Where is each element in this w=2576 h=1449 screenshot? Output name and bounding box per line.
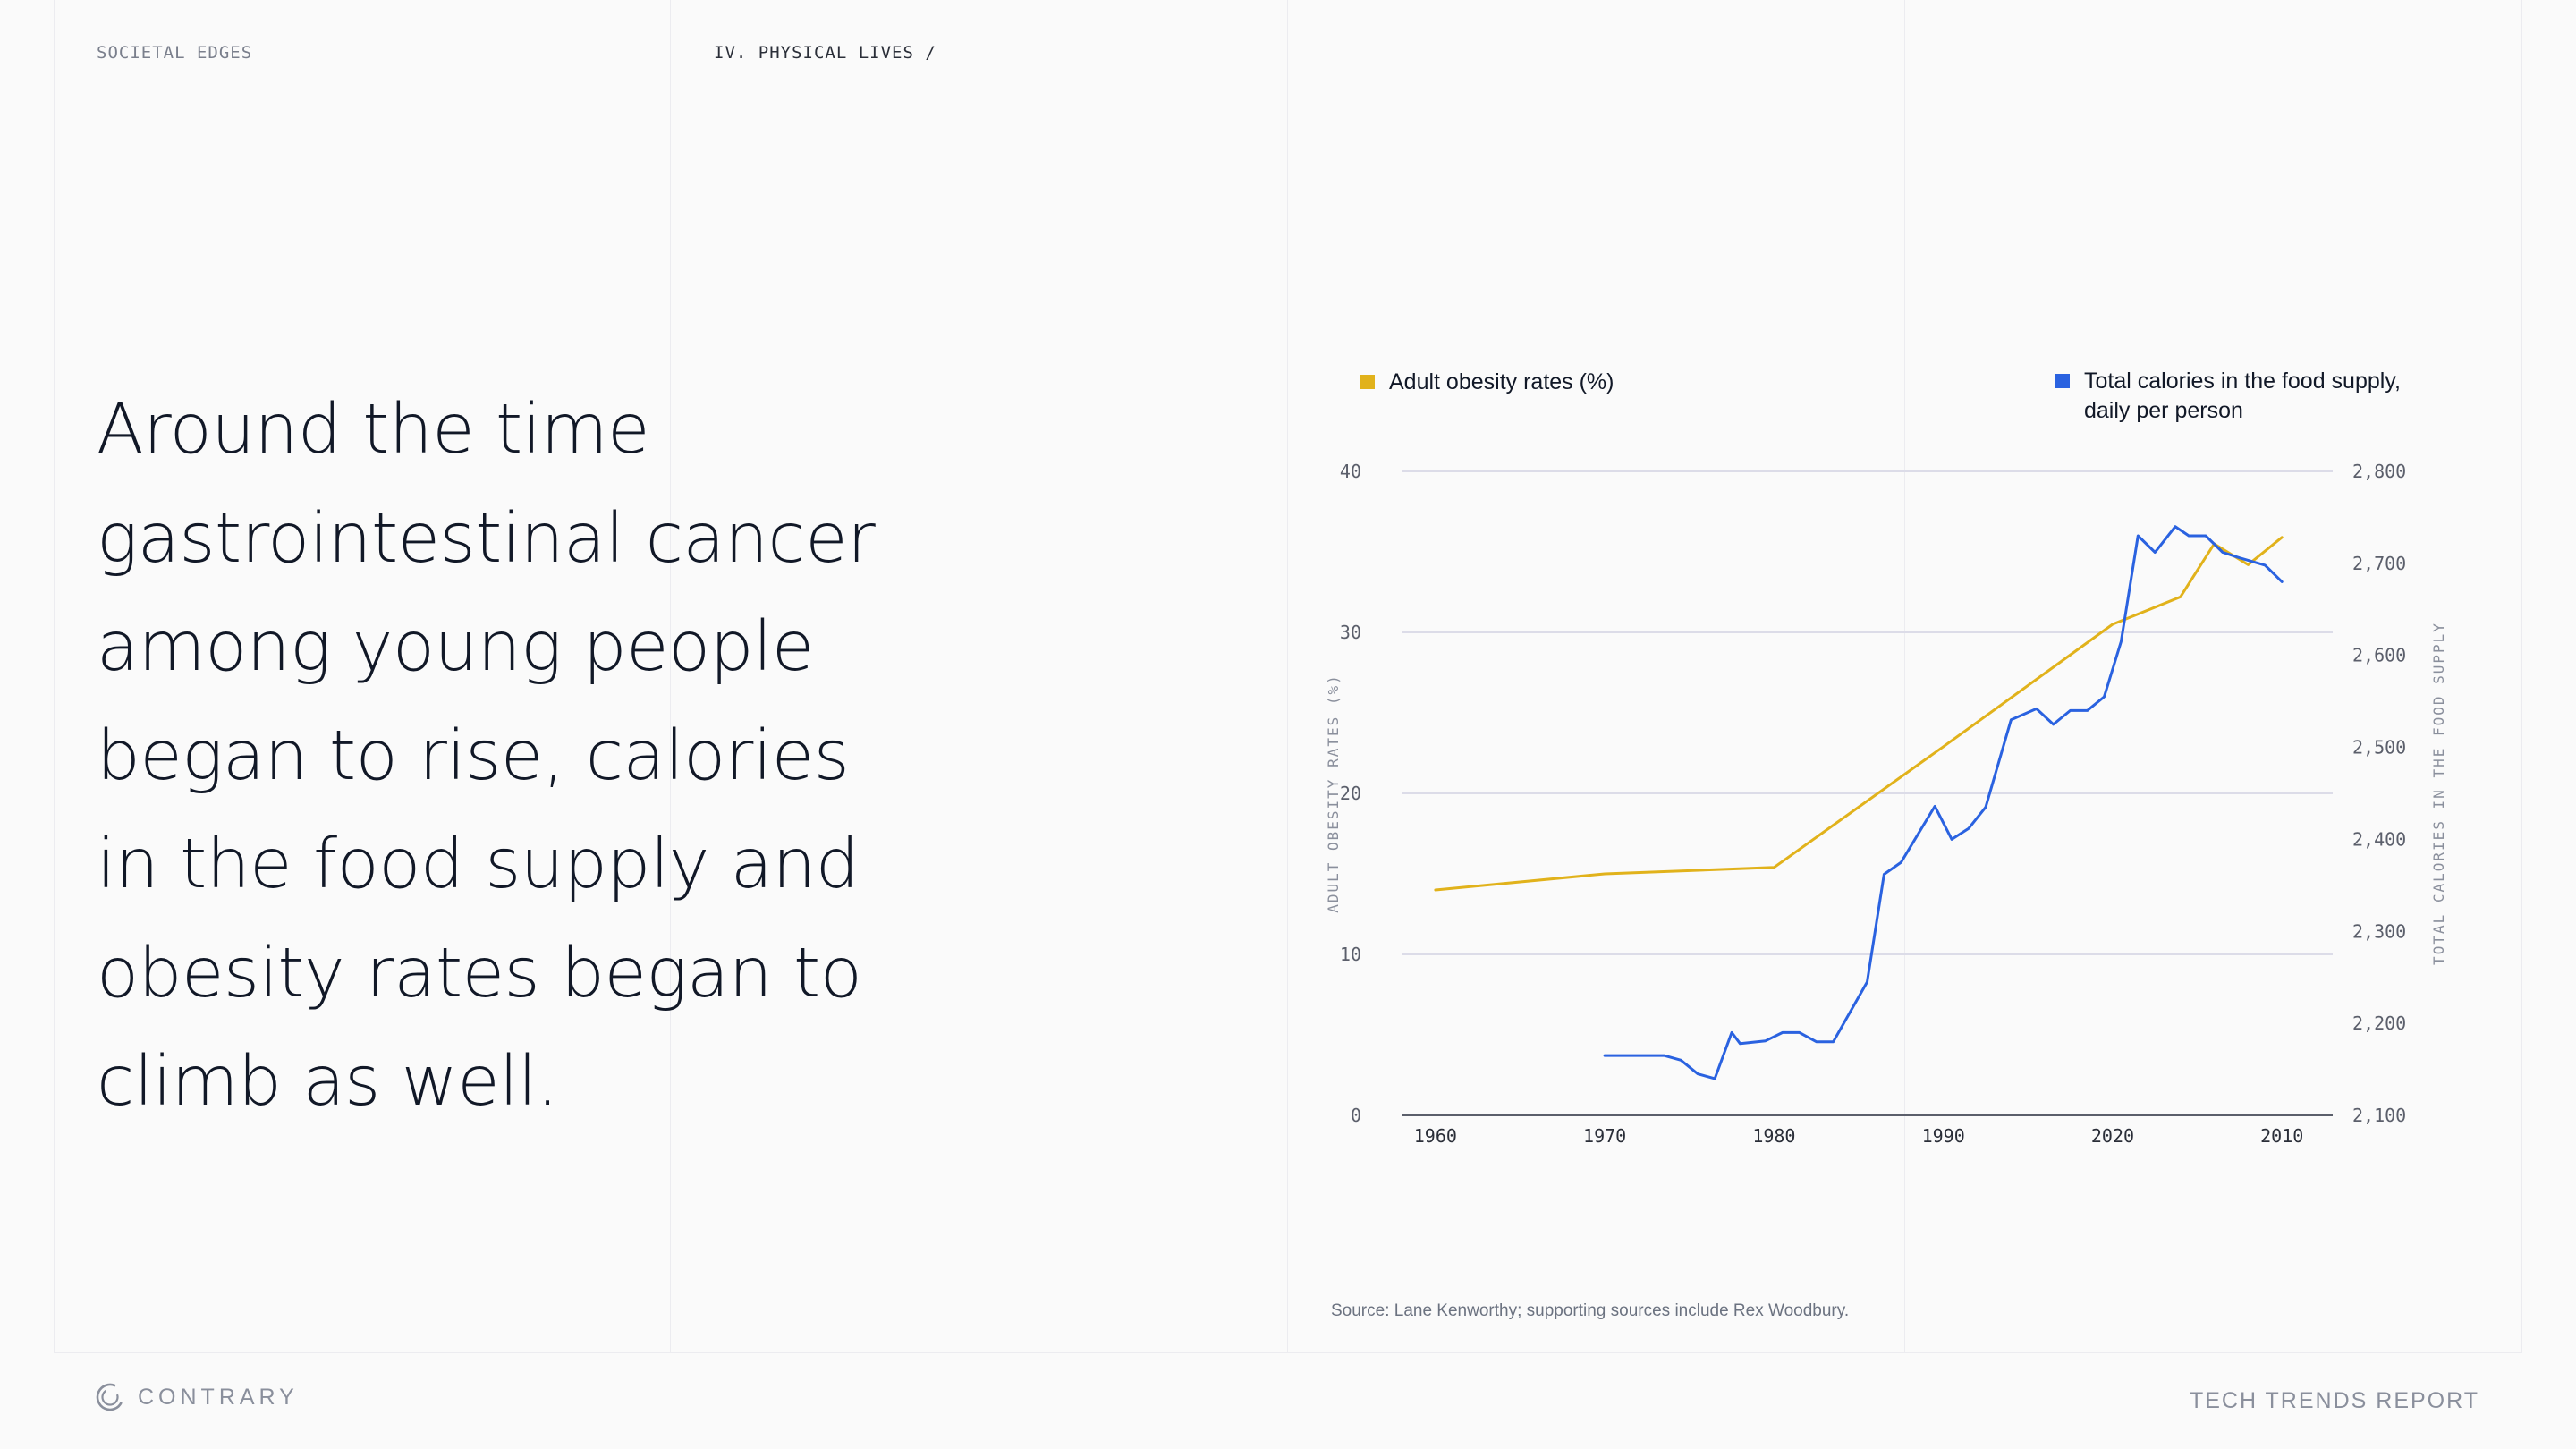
x-tick-label: 1960 — [1414, 1125, 1457, 1147]
x-tick-label: 1980 — [1752, 1125, 1795, 1147]
legend-swatch-obesity — [1360, 375, 1375, 389]
y-right-tick-label: 2,100 — [2352, 1105, 2406, 1126]
legend-label-line: daily per person — [2084, 398, 2243, 423]
y-right-tick-label: 2,200 — [2352, 1013, 2406, 1034]
y-left-tick-label: 10 — [1340, 944, 1361, 965]
legend-label-obesity: Adult obesity rates (%) — [1389, 369, 1614, 394]
x-tick-label: 2020 — [2091, 1125, 2134, 1147]
column-divider — [670, 0, 671, 1352]
y-right-tick-label: 2,600 — [2352, 645, 2406, 666]
legend-item-obesity: Adult obesity rates (%) — [1360, 368, 1614, 397]
x-tick-label: 1990 — [1922, 1125, 1965, 1147]
y-right-axis-title: TOTAL CALORIES IN THE FOOD SUPPLY — [2430, 622, 2447, 965]
column-divider — [1904, 0, 1905, 1352]
legend-swatch-calories — [2055, 374, 2070, 388]
y-left-tick-label: 30 — [1340, 622, 1361, 643]
x-tick-label: 2010 — [2260, 1125, 2303, 1147]
y-right-tick-label: 2,300 — [2352, 920, 2406, 942]
x-tick-label: 1970 — [1583, 1125, 1626, 1147]
footer-divider — [54, 1352, 2522, 1353]
y-right-tick-label: 2,800 — [2352, 461, 2406, 482]
headline-line: among young people — [97, 607, 814, 687]
y-left-tick-label: 0 — [1351, 1105, 1361, 1126]
y-right-tick-label: 2,400 — [2352, 828, 2406, 850]
headline-line: began to rise, calories — [97, 716, 850, 796]
y-right-tick-label: 2,700 — [2352, 553, 2406, 574]
brand-logo[interactable]: CONTRARY — [95, 1382, 299, 1412]
y-left-tick-label: 20 — [1340, 783, 1361, 804]
dual-axis-line-chart: 0 10 20 30 40 2,100 2,200 2,300 2,400 2,500 2,600 2… — [1325, 461, 2447, 1147]
column-divider — [54, 0, 55, 1352]
legend-label-line: Total calories in the food supply, — [2084, 369, 2401, 394]
headline: Around the time gastrointestinal cancer … — [97, 376, 902, 1137]
source-note: Source: Lane Kenworthy; supporting sourc… — [1331, 1301, 1850, 1320]
series-line-obesity — [1434, 536, 2284, 892]
headline-line: Around the time — [97, 390, 650, 470]
legend-label-calories: Total calories in the food supply, daily… — [2084, 367, 2401, 426]
column-divider — [2521, 0, 2522, 1352]
column-divider — [1287, 0, 1288, 1352]
headline-line: in the food supply and — [97, 825, 860, 904]
report-title: TECH TRENDS REPORT — [2189, 1388, 2479, 1413]
y-right-tick-label: 2,500 — [2352, 737, 2406, 758]
headline-line: obesity rates began to — [97, 933, 862, 1013]
y-left-tick-label: 40 — [1340, 461, 1361, 482]
brand-name: CONTRARY — [138, 1384, 299, 1410]
breadcrumb: IV. PHYSICAL LIVES / — [714, 43, 936, 63]
section-label: SOCIETAL EDGES — [97, 43, 253, 63]
headline-line: gastrointestinal cancer — [97, 498, 876, 579]
y-left-axis-title: ADULT OBESITY RATES (%) — [1325, 674, 1342, 913]
legend-item-calories: Total calories in the food supply, daily… — [2055, 367, 2440, 426]
contrary-logo-icon — [96, 1383, 124, 1411]
headline-line: climb as well. — [97, 1042, 558, 1122]
series-line-calories — [1603, 525, 2284, 1080]
